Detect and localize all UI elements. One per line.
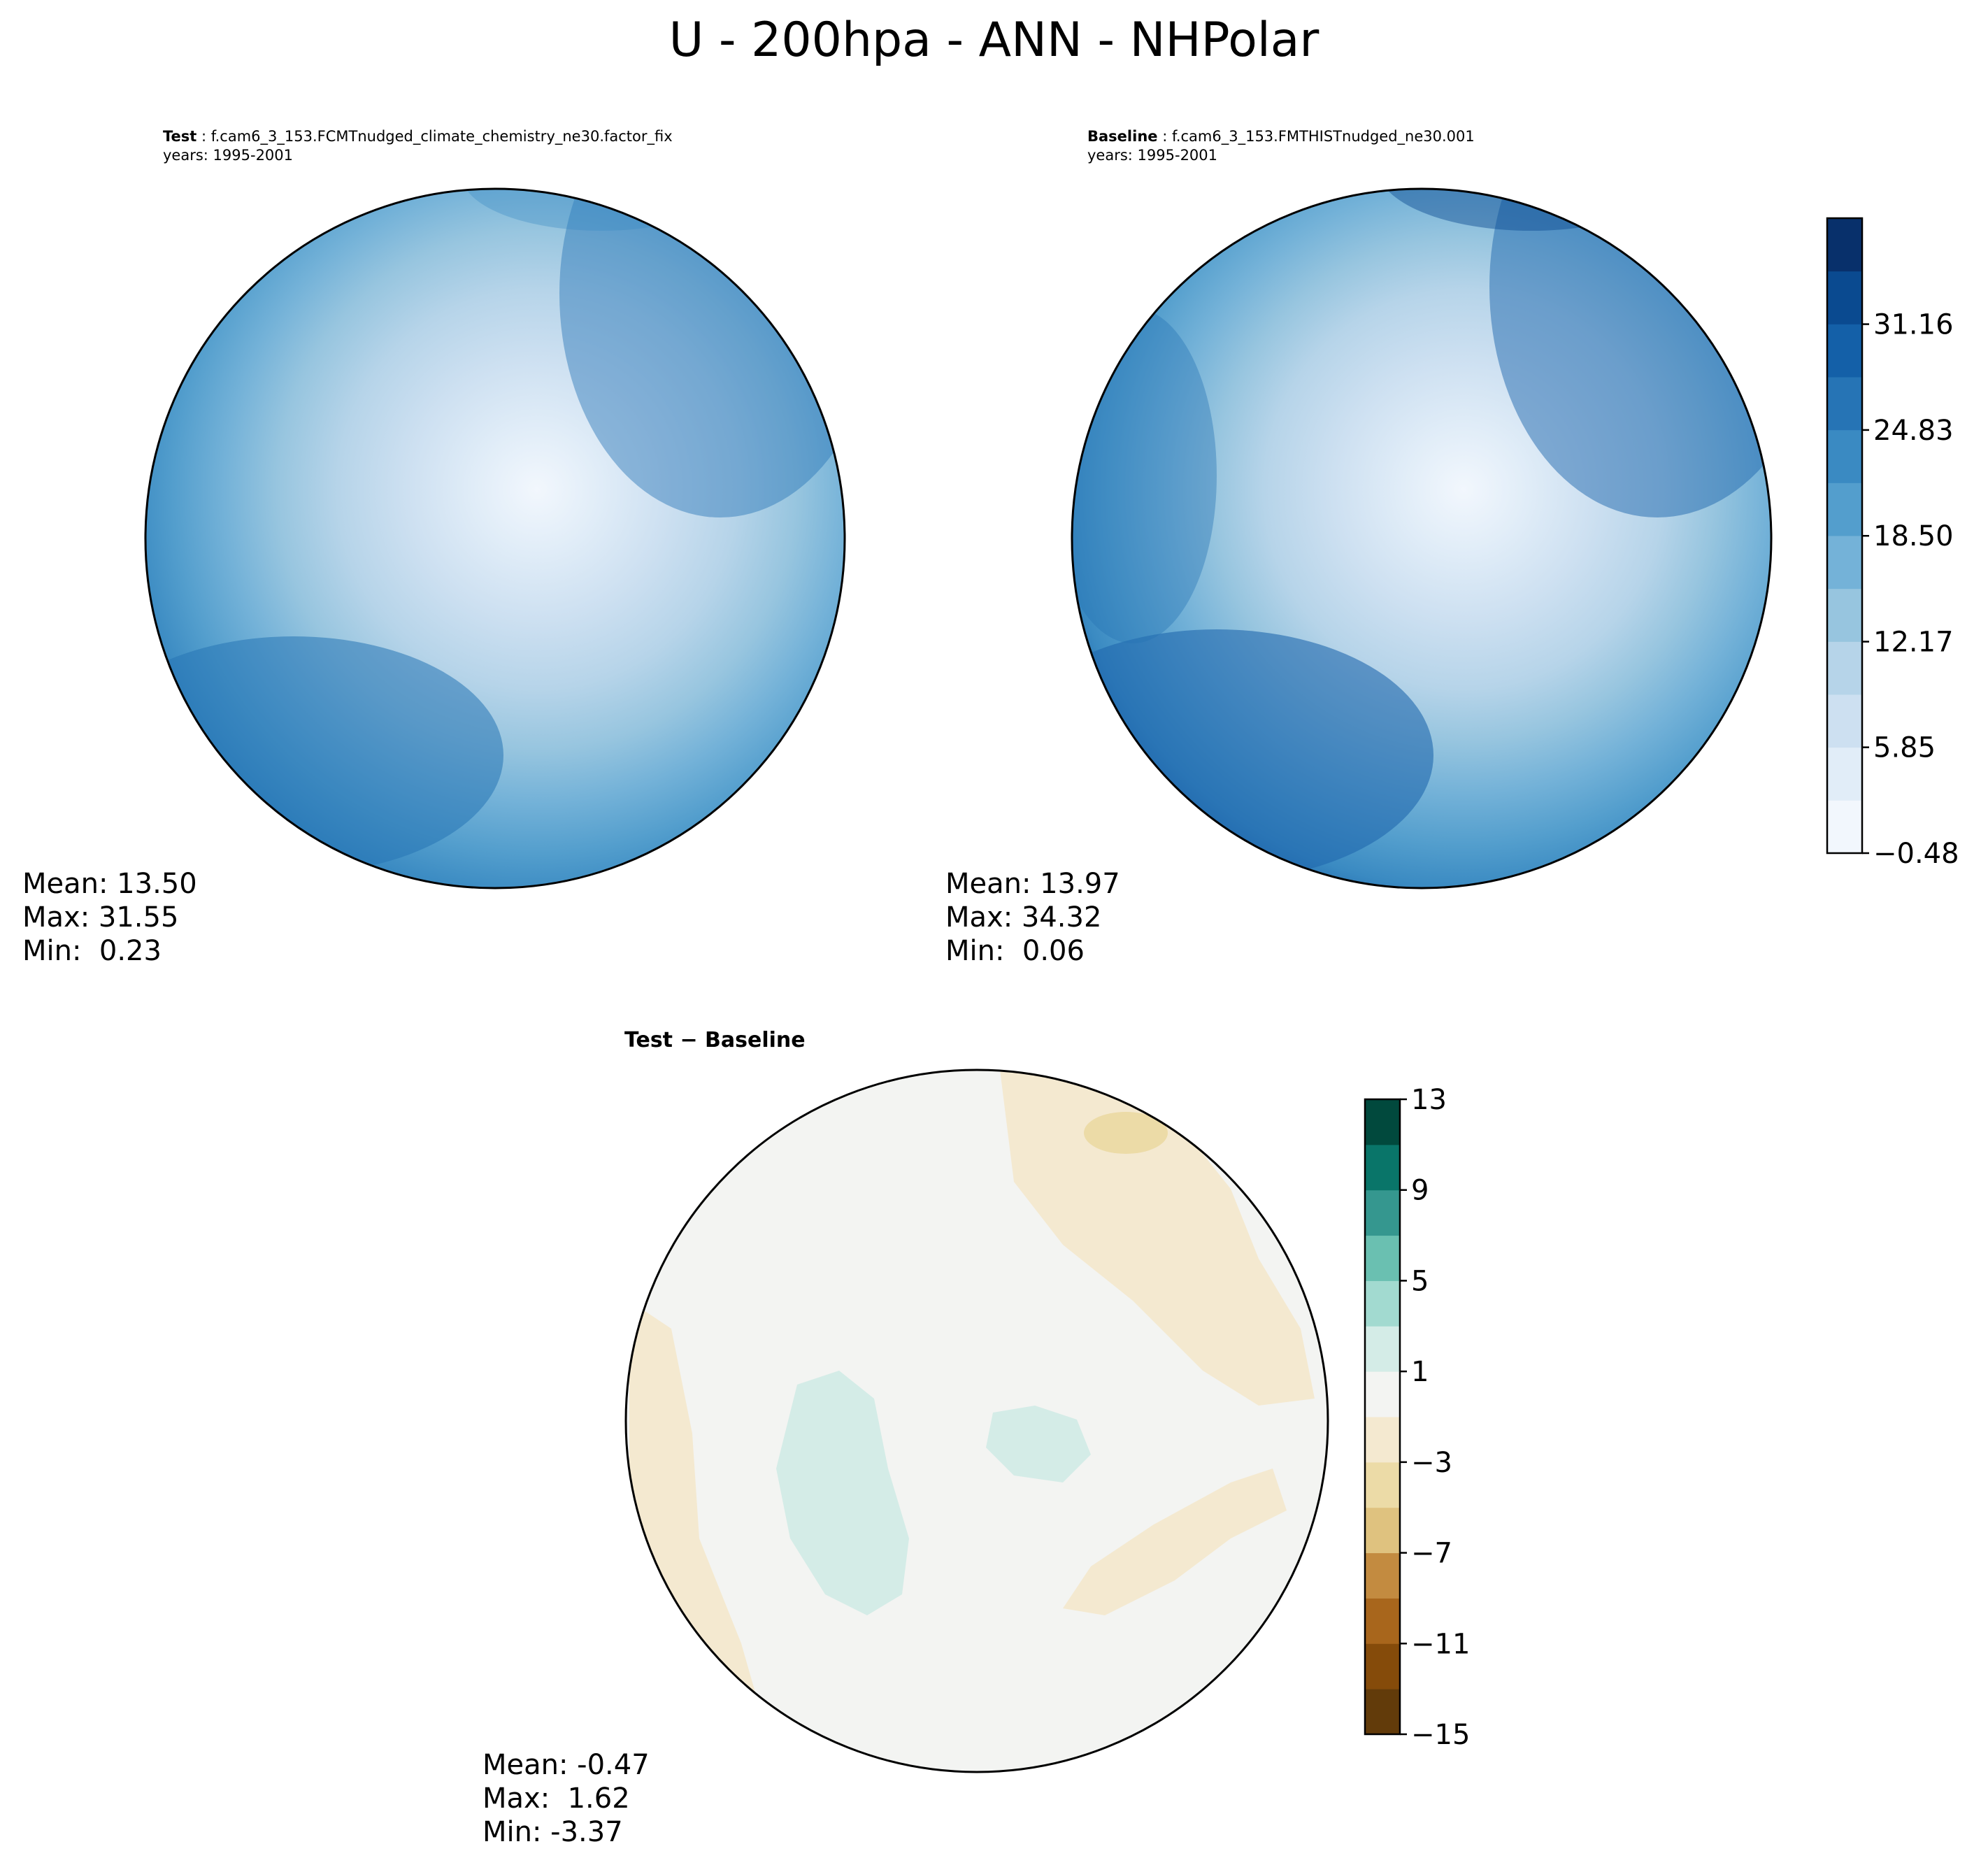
colorbar-segment [1365, 1189, 1400, 1236]
diff-title: Test − Baseline [624, 1028, 806, 1052]
colorbar-segment [1827, 377, 1862, 431]
colorbar-segment [1827, 747, 1862, 801]
colorbar-segment [1827, 800, 1862, 854]
colorbar-segment [1827, 588, 1862, 642]
diff-min: Min: -3.37 [482, 1816, 623, 1848]
colorbar-tick-label: 5 [1411, 1265, 1429, 1297]
colorbar-segment [1365, 1643, 1400, 1689]
test-label: Test [163, 128, 197, 145]
colorbar-segment [1827, 483, 1862, 536]
diff-max: Max: 1.62 [482, 1782, 630, 1815]
diff-stats: Mean: -0.47 Max: 1.62 Min: -3.37 [482, 1748, 650, 1849]
colorbar-segment [1365, 1417, 1400, 1463]
test-max: Max: 31.55 [22, 901, 179, 934]
colorbar-segment [1365, 1598, 1400, 1644]
colorbar-tick-label: −3 [1411, 1447, 1452, 1479]
baseline-mean: Mean: 13.97 [945, 868, 1120, 900]
test-case-name: f.cam6_3_153.FCMTnudged_climate_chemistr… [210, 128, 673, 145]
colorbar-tick-label: −11 [1411, 1628, 1470, 1660]
colorbar-segment [1827, 694, 1862, 748]
baseline-label: Baseline [1087, 128, 1158, 145]
colorbar-test-baseline: −0.48 5.85 12.17 18.50 24.83 31.16 [1826, 217, 1959, 870]
colorbar-segment [1827, 429, 1862, 483]
colorbar-tick-label: 9 [1411, 1175, 1429, 1207]
colorbar-tick-label: 13 [1411, 1084, 1447, 1116]
test-stats: Mean: 13.50 Max: 31.55 Min: 0.23 [22, 867, 197, 968]
baseline-years: years: 1995-2001 [1087, 147, 1218, 164]
colorbar-segment [1365, 1235, 1400, 1281]
colorbar-segment [1365, 1144, 1400, 1191]
colorbar-tick-label: −15 [1411, 1719, 1470, 1751]
baseline-stats: Mean: 13.97 Max: 34.32 Min: 0.06 [945, 867, 1120, 968]
colorbar-segment [1365, 1462, 1400, 1508]
test-min: Min: 0.23 [22, 935, 162, 967]
colorbar-tick-label: 31.16 [1873, 309, 1954, 341]
diff-mean: Mean: -0.47 [482, 1749, 650, 1781]
baseline-case-name: f.cam6_3_153.FMTHISTnudged_ne30.001 [1171, 128, 1475, 145]
test-header: Test : f.cam6_3_153.FCMTnudged_climate_c… [163, 128, 673, 164]
diff-map [624, 1069, 1329, 1773]
baseline-max: Max: 34.32 [945, 901, 1102, 934]
colorbar-segment [1827, 271, 1862, 324]
colorbar-segment [1365, 1371, 1400, 1417]
colorbar-tick-label: 24.83 [1873, 415, 1954, 447]
colorbar-segment [1365, 1280, 1400, 1327]
colorbar-tick-label: −0.48 [1873, 838, 1959, 870]
baseline-header: Baseline : f.cam6_3_153.FMTHISTnudged_ne… [1087, 128, 1475, 164]
colorbar-tick-label: 18.50 [1873, 520, 1954, 552]
colorbar-tick-label: −7 [1411, 1538, 1452, 1570]
colorbar-segment [1365, 1689, 1400, 1735]
figure-title: U - 200hpa - ANN - NHPolar [668, 13, 1320, 68]
test-map [144, 187, 846, 889]
colorbar-segment [1365, 1099, 1400, 1145]
colorbar-diff: −15 −11 −7 −3 1 5 9 13 [1364, 1084, 1470, 1751]
colorbar-tick-label: 5.85 [1873, 732, 1936, 764]
colorbar-segment [1365, 1552, 1400, 1599]
baseline-map [1071, 187, 1773, 889]
test-mean: Mean: 13.50 [22, 868, 197, 900]
test-years: years: 1995-2001 [163, 147, 294, 164]
colorbar-tick-label: 12.17 [1873, 627, 1954, 659]
colorbar-segment [1827, 218, 1862, 272]
colorbar-segment [1827, 324, 1862, 378]
colorbar-segment [1365, 1507, 1400, 1554]
colorbar-segment [1827, 536, 1862, 589]
colorbar-segment [1827, 641, 1862, 695]
baseline-min: Min: 0.06 [945, 935, 1085, 967]
colorbar-segment [1365, 1326, 1400, 1372]
colorbar-tick-label: 1 [1411, 1356, 1429, 1388]
colorbar-frame [1364, 1098, 1401, 1736]
